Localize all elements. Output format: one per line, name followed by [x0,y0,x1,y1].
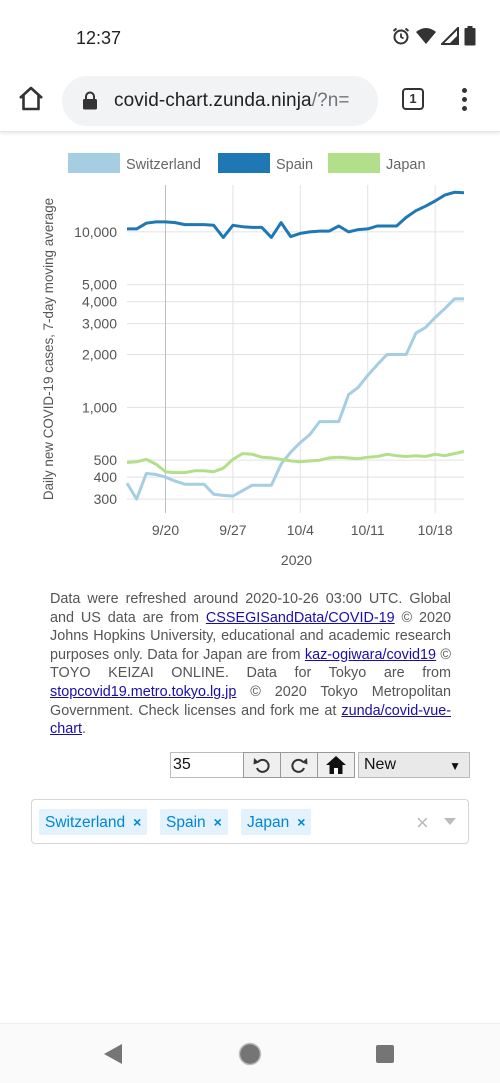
more-vert-icon [461,88,467,93]
country-tag-spain: Spain × [160,809,228,835]
clear-all-icon[interactable]: × [416,810,429,835]
lock-icon [82,91,98,115]
address-bar[interactable]: covid-chart.zunda.ninja/?n= [62,76,378,126]
link-japan-data[interactable]: kaz-ogiwara/covid19 [304,646,437,663]
country-tag-label: Spain [166,814,206,831]
notes-text-1: Data were refreshed around 2020-10-26 03… [50,591,451,626]
remove-tag-icon[interactable]: × [133,814,142,830]
cell-signal-icon [439,25,459,50]
legend-label-switzerland: Switzerland [126,157,201,173]
y-tick-label: 5,000 [82,277,117,293]
link-tokyo-data[interactable]: stopcovid19.metro.tokyo.lg.jp [50,683,237,700]
legend-swatch-spain [218,153,270,173]
remove-tag-icon[interactable]: × [297,814,306,830]
x-tick-label: 9/20 [152,522,179,538]
alarm-icon [391,26,411,51]
y-axis-label: Daily new COVID-19 cases, 7-day moving a… [41,198,56,500]
overflow-menu-button[interactable] [456,86,472,114]
x-tick-label: 10/4 [287,522,314,538]
series-line-spain [127,190,465,239]
link-repo[interactable]: zunda/covid-vue-chart [50,702,451,738]
redo-icon [291,758,308,773]
x-tick-label: 10/11 [351,522,385,538]
mode-selected-value: New [364,756,397,773]
y-tick-label: 4,000 [82,294,117,310]
status-bar: 12:37 [0,0,500,72]
x-tick-label: 9/27 [219,522,246,538]
y-tick-label: 10,000 [74,224,117,240]
country-multiselect[interactable]: Switzerland × Spain × Japan × × [31,799,469,844]
undo-button[interactable] [243,752,281,778]
legend-swatch-switzerland [68,153,120,173]
android-nav-bar [0,1023,500,1083]
series-line-switzerland [125,297,464,501]
chart-container: 300 400 500 1,000 2,000 3,000 4,000 5,000 10,000… [0,145,500,575]
notes-text-2: © 2020 Johns Hopkins University, educati… [50,609,451,663]
wifi-icon [416,27,436,50]
redo-button[interactable] [280,752,318,778]
status-time: 12:37 [76,28,122,48]
url-path: /?n= [311,90,350,111]
chevron-down-icon: ▼ [449,759,461,773]
legend-label-spain: Spain [276,157,313,173]
notes-text-5: . [82,721,86,738]
back-icon[interactable] [103,1043,123,1065]
y-tick-label: 500 [94,452,118,468]
y-tick-label: 400 [94,469,118,485]
notes-text-4: © 2020 Tokyo Metropolitan Government. Ch… [50,683,451,719]
home-button[interactable] [16,84,46,114]
legend-swatch-japan [328,153,380,173]
country-tag-label: Switzerland [45,814,126,831]
url-host: covid-chart.zunda.ninja [114,90,312,111]
x-tick-label: 10/18 [418,522,453,538]
notes-text-3: © TOYO KEIZAI ONLINE. Data for Tokyo are… [50,646,452,682]
recents-icon[interactable] [375,1044,395,1064]
tab-switcher-button[interactable]: 1 [402,88,424,110]
country-tag-japan: Japan × [241,809,312,835]
series-line-japan [126,450,465,475]
remove-tag-icon[interactable]: × [213,814,222,830]
home-circle-icon[interactable] [238,1042,262,1066]
home-icon [326,756,346,774]
chart-controls: 35 New ▼ [170,752,470,778]
y-tick-label: 2,000 [82,347,117,363]
y-tick-label: 300 [94,491,118,507]
dropdown-arrow-icon[interactable] [444,818,456,825]
country-tag-label: Japan [247,814,290,831]
reset-home-button[interactable] [317,752,355,778]
url-text: covid-chart.zunda.ninja/?n= [114,90,350,112]
y-tick-label: 3,000 [82,316,117,332]
link-jhu-data[interactable]: CSSEGISandData/COVID-19 [205,609,395,626]
data-notes: Data were refreshed around 2020-10-26 03… [50,590,451,739]
undo-icon [253,758,270,773]
battery-icon [464,26,476,51]
status-icons [391,25,476,51]
country-tag-switzerland: Switzerland × [39,809,148,835]
legend-label-japan: Japan [386,157,426,173]
y-tick-label: 1,000 [82,399,117,415]
home-icon [19,86,43,111]
days-input[interactable]: 35 [170,752,244,778]
x-axis-label: 2020 [281,552,312,568]
browser-toolbar: covid-chart.zunda.ninja/?n= 1 [0,72,500,132]
mode-select[interactable]: New ▼ [358,752,470,778]
